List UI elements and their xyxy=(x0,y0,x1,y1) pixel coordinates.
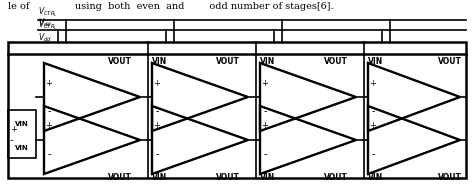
Text: +: + xyxy=(370,121,376,131)
Text: VIN: VIN xyxy=(260,173,275,183)
Text: VIN: VIN xyxy=(260,56,275,66)
Text: +: + xyxy=(370,78,376,88)
Text: VOUT: VOUT xyxy=(108,56,132,66)
Text: $V_{CTR_L}$: $V_{CTR_L}$ xyxy=(38,18,58,32)
Text: VIN: VIN xyxy=(152,173,168,183)
Text: -: - xyxy=(155,149,159,159)
Text: le of: le of xyxy=(8,2,29,11)
Text: +: + xyxy=(154,121,160,131)
Text: VIN: VIN xyxy=(15,145,29,151)
Text: VOUT: VOUT xyxy=(324,56,348,66)
Text: VIN: VIN xyxy=(152,56,168,66)
Text: $V_{CTR_L}$: $V_{CTR_L}$ xyxy=(38,6,58,19)
Text: -: - xyxy=(10,135,13,145)
Text: VIN: VIN xyxy=(368,173,383,183)
Text: +: + xyxy=(262,78,268,88)
Text: VOUT: VOUT xyxy=(438,173,462,183)
Text: -: - xyxy=(47,106,51,116)
Text: -: - xyxy=(47,149,51,159)
Text: VIN: VIN xyxy=(15,121,29,127)
Text: VOUT: VOUT xyxy=(108,173,132,183)
Text: -: - xyxy=(371,106,375,116)
Text: +: + xyxy=(10,126,17,135)
Text: -: - xyxy=(371,149,375,159)
Text: $V_{dd}$: $V_{dd}$ xyxy=(38,32,52,44)
Text: -: - xyxy=(155,106,159,116)
Text: +: + xyxy=(46,78,53,88)
Text: VOUT: VOUT xyxy=(324,173,348,183)
Bar xyxy=(8,110,36,158)
Text: -: - xyxy=(263,106,267,116)
Text: +: + xyxy=(46,121,53,131)
Text: using  both  even  and        odd number of stages[6].: using both even and odd number of stages… xyxy=(75,2,334,11)
Text: $V_{dd}$: $V_{dd}$ xyxy=(38,17,52,29)
Text: -: - xyxy=(263,149,267,159)
Text: +: + xyxy=(262,121,268,131)
Text: +: + xyxy=(154,78,160,88)
Bar xyxy=(8,42,466,178)
Text: VIN: VIN xyxy=(368,56,383,66)
Text: VOUT: VOUT xyxy=(438,56,462,66)
Text: VOUT: VOUT xyxy=(216,173,240,183)
Text: VOUT: VOUT xyxy=(216,56,240,66)
